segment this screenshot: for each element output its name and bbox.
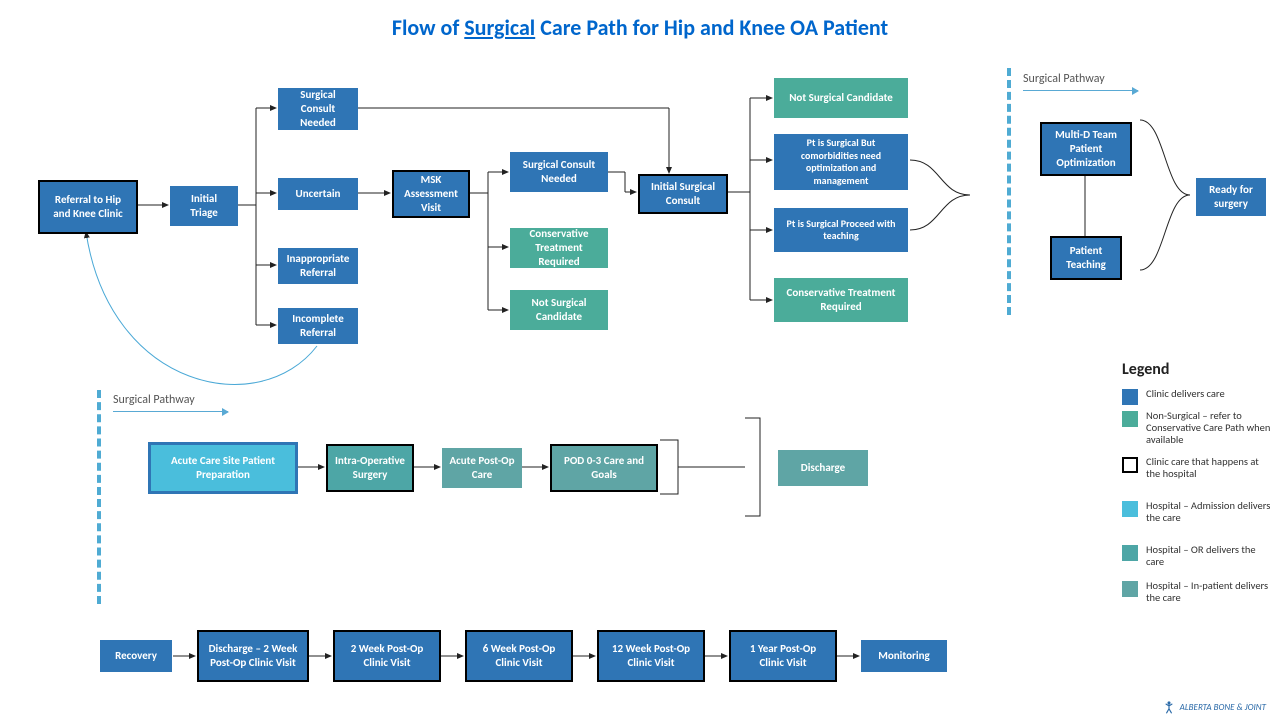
node-discharge: Discharge xyxy=(778,450,868,486)
node-acute-care-prep: Acute Care Site Patient Preparation xyxy=(148,442,298,494)
divider-mid-left xyxy=(97,390,101,604)
node-dc-2wk-visit: Discharge – 2 Week Post-Op Clinic Visit xyxy=(197,630,309,682)
legend-swatch-0 xyxy=(1122,389,1138,405)
title-post: Care Path for Hip and Knee OA Patient xyxy=(535,14,888,41)
connector-wires xyxy=(0,0,1280,720)
node-patient-teaching: Patient Teaching xyxy=(1050,236,1122,280)
legend-swatch-5 xyxy=(1122,581,1138,597)
page-title: Flow of Surgical Care Path for Hip and K… xyxy=(0,14,1280,41)
legend-item-0: Clinic delivers care xyxy=(1122,388,1272,405)
arrow-section-upper xyxy=(1023,90,1138,91)
legend-label-2: Clinic care that happens at the hospital xyxy=(1146,456,1272,480)
node-initial-triage: Initial Triage xyxy=(170,186,238,226)
node-recovery: Recovery xyxy=(100,640,172,672)
node-inappropriate-referral: Inappropriate Referral xyxy=(278,248,358,284)
divider-upper-right xyxy=(1007,68,1011,315)
node-intra-operative: Intra-Operative Surgery xyxy=(326,444,414,492)
node-conservative-required-1: Conservative Treatment Required xyxy=(510,228,608,268)
legend-title: Legend xyxy=(1122,360,1169,379)
node-monitoring: Monitoring xyxy=(861,640,947,672)
arrow-section-mid xyxy=(113,411,228,412)
node-pod-0-3: POD 0-3 Care and Goals xyxy=(550,444,658,492)
node-2wk-visit: 2 Week Post-Op Clinic Visit xyxy=(333,630,441,682)
node-12wk-visit: 12 Week Post-Op Clinic Visit xyxy=(597,630,705,682)
legend-swatch-4 xyxy=(1122,545,1138,561)
title-pre: Flow of xyxy=(392,14,464,41)
node-referral: Referral to Hip and Knee Clinic xyxy=(38,180,138,234)
node-1yr-visit: 1 Year Post-Op Clinic Visit xyxy=(729,630,837,682)
legend-swatch-1 xyxy=(1122,411,1138,427)
node-surgical-consult-needed-2: Surgical Consult Needed xyxy=(510,152,608,192)
section-label-surgical-upper: Surgical Pathway xyxy=(1023,72,1105,86)
title-underlined: Surgical xyxy=(464,14,535,41)
node-conservative-required-2: Conservative Treatment Required xyxy=(774,278,908,322)
legend-label-4: Hospital – OR delivers the care xyxy=(1146,544,1272,568)
legend-item-2: Clinic care that happens at the hospital xyxy=(1122,456,1272,480)
node-uncertain: Uncertain xyxy=(278,178,358,210)
legend-item-5: Hospital – In-patient delivers the care xyxy=(1122,580,1272,604)
legend-label-3: Hospital – Admission delivers the care xyxy=(1146,500,1272,524)
logo: ALBERTA BONE & JOINT xyxy=(1162,700,1266,714)
node-incomplete-referral: Incomplete Referral xyxy=(278,308,358,344)
node-surgical-consult-needed-top: Surgical Consult Needed xyxy=(278,88,358,130)
node-not-surgical-candidate-2: Not Surgical Candidate xyxy=(774,78,908,118)
node-initial-surgical-consult: Initial Surgical Consult xyxy=(638,174,728,214)
legend-swatch-2 xyxy=(1122,457,1138,473)
node-multid-optimization: Multi-D Team Patient Optimization xyxy=(1040,122,1132,176)
logo-icon xyxy=(1162,700,1176,714)
node-not-surgical-candidate-1: Not Surgical Candidate xyxy=(510,290,608,330)
logo-text: ALBERTA BONE & JOINT xyxy=(1180,702,1266,713)
legend-item-3: Hospital – Admission delivers the care xyxy=(1122,500,1272,524)
node-6wk-visit: 6 Week Post-Op Clinic Visit xyxy=(465,630,573,682)
node-proceed-teaching: Pt is Surgical Proceed with teaching xyxy=(774,208,908,252)
section-label-surgical-mid: Surgical Pathway xyxy=(113,393,195,407)
legend-item-1: Non-Surgical – refer to Conservative Car… xyxy=(1122,410,1272,446)
node-ready-for-surgery: Ready for surgery xyxy=(1196,178,1266,216)
legend-label-1: Non-Surgical – refer to Conservative Car… xyxy=(1146,410,1272,446)
node-comorb-optimization: Pt is Surgical But comorbidities need op… xyxy=(774,134,908,190)
legend-swatch-3 xyxy=(1122,501,1138,517)
legend-item-4: Hospital – OR delivers the care xyxy=(1122,544,1272,568)
legend-label-5: Hospital – In-patient delivers the care xyxy=(1146,580,1272,604)
legend-label-0: Clinic delivers care xyxy=(1146,388,1225,400)
node-acute-post-op: Acute Post-Op Care xyxy=(442,448,522,488)
node-msk-assessment: MSK Assessment Visit xyxy=(392,170,470,218)
